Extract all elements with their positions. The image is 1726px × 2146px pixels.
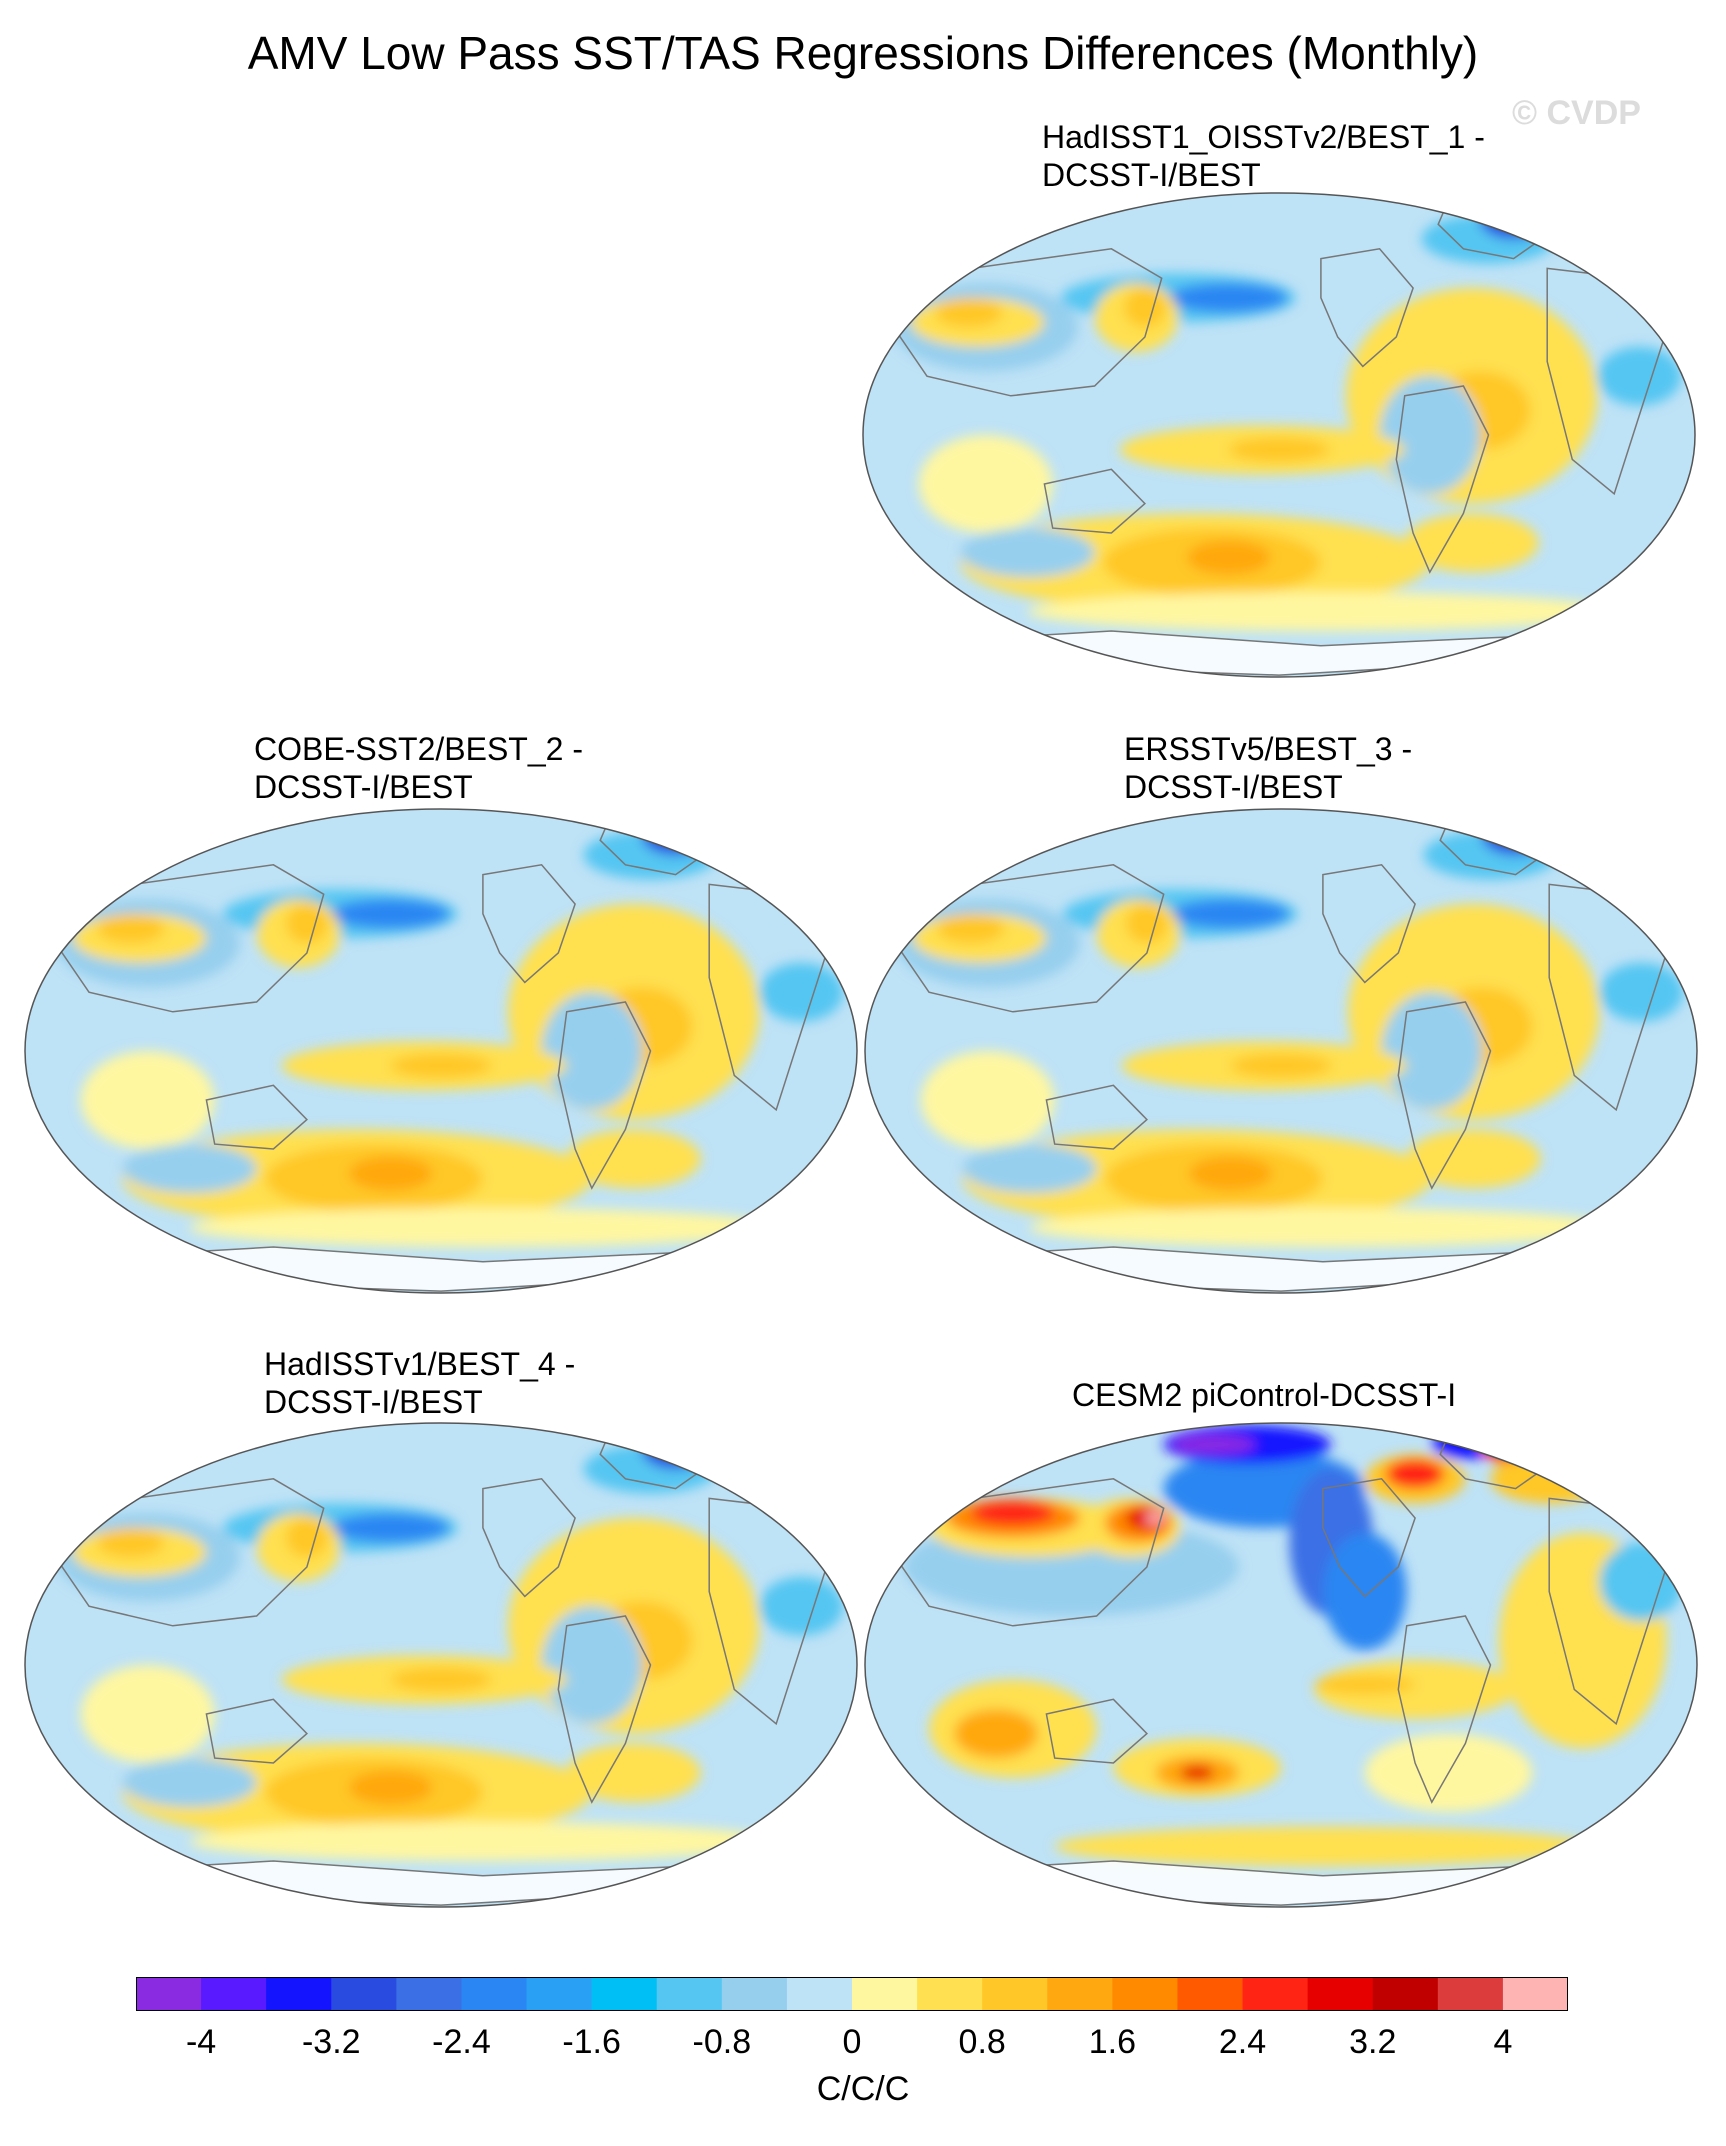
panel-title-5: CESM2 piControl-DCSST-I (1072, 1377, 1457, 1413)
colorbar-swatch (1177, 1977, 1244, 2011)
colorbar-tick-label: 2.4 (1218, 2023, 1267, 2061)
colorbar-tick-label: -0.8 (692, 2023, 752, 2061)
colorbar-tick-label: 0 (842, 2023, 862, 2061)
colorbar-swatch (656, 1977, 723, 2011)
colorbar-swatch (721, 1977, 788, 2011)
colorbar-swatch (591, 1977, 658, 2011)
colorbar (136, 1977, 1568, 2011)
colorbar-swatch (1372, 1977, 1439, 2011)
colorbar-swatch (786, 1977, 853, 2011)
colorbar-tick-label: 3.2 (1349, 2023, 1397, 2061)
colorbar-swatch (266, 1977, 332, 2011)
colorbar-tick-label: 4 (1493, 2023, 1513, 2061)
panel-title-3: ERSSTv5/BEST_3 - DCSST-I/BEST (1124, 731, 1413, 805)
colorbar-tick-label: -4 (185, 2023, 217, 2061)
colorbar-tick-label: -3.2 (301, 2023, 361, 2061)
colorbar-swatch (1307, 1977, 1374, 2011)
colorbar-tick-label: 0.8 (958, 2023, 1006, 2061)
colorbar-swatch (982, 1977, 1048, 2011)
colorbar-swatch (526, 1977, 593, 2011)
colorbar-tick-label: 1.6 (1088, 2023, 1136, 2061)
colorbar-swatch (396, 1977, 462, 2011)
map-panel-2 (22, 806, 860, 1296)
colorbar-swatch (136, 1977, 202, 2011)
colorbar-swatch (461, 1977, 528, 2011)
colorbar-swatch (1502, 1977, 1568, 2011)
colorbar-tick-label: -1.6 (562, 2023, 621, 2061)
colorbar-swatch (201, 1977, 267, 2011)
map-panel-3 (862, 806, 1700, 1296)
colorbar-swatch (917, 1977, 983, 2011)
cvdp-watermark: © CVDP (1512, 94, 1641, 132)
colorbar-swatch (1112, 1977, 1178, 2011)
colorbar-swatch (331, 1977, 397, 2011)
figure-title: AMV Low Pass SST/TAS Regressions Differe… (247, 27, 1479, 79)
map-panel-4 (22, 1420, 860, 1910)
panel-title-1: HadISST1_OISSTv2/BEST_1 - DCSST-I/BEST (1042, 119, 1485, 193)
colorbar-swatch (1242, 1977, 1309, 2011)
map-panel-1 (860, 190, 1698, 680)
panel-title-4: HadISSTv1/BEST_4 - DCSST-I/BEST (264, 1346, 576, 1420)
colorbar-swatch (852, 1977, 918, 2011)
panel-title-2: COBE-SST2/BEST_2 - DCSST-I/BEST (254, 731, 583, 805)
colorbar-swatch (1437, 1977, 1504, 2011)
colorbar-swatch (1047, 1977, 1113, 2011)
map-panel-5 (862, 1420, 1700, 1910)
colorbar-tick-label: -2.4 (432, 2023, 491, 2061)
colorbar-units: C/C/C (816, 2070, 910, 2108)
